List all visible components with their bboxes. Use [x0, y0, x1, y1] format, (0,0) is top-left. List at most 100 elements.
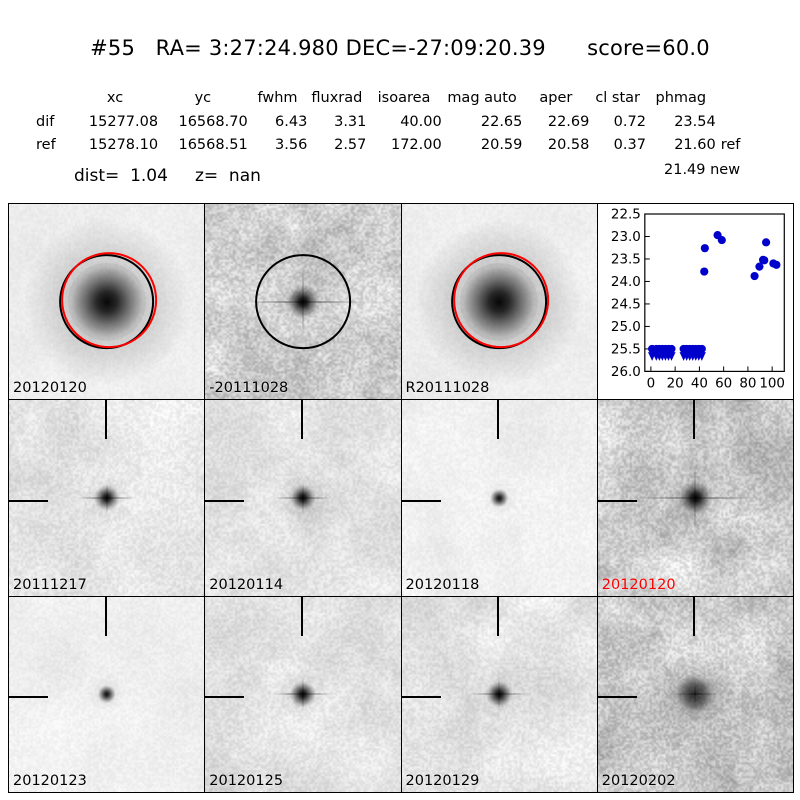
col-header-isoarea: isoarea: [377, 90, 431, 106]
image-stamp[interactable]: R20111028: [401, 204, 597, 400]
crosshair-tick-top: [693, 400, 696, 440]
y-axis-tick-label: 24.0: [611, 275, 641, 290]
y-axis-tick-label: 23.5: [611, 253, 641, 268]
stamp-date-label: 20120125: [209, 773, 284, 790]
detection-marker: [717, 235, 726, 245]
cell-dif-aper: 22.69: [547, 113, 590, 130]
cell-ref-yc: 16568.51: [178, 137, 248, 154]
upper-limit-arrow: [667, 352, 676, 361]
detection-marker: [772, 260, 781, 269]
image-stamp[interactable]: -20111028: [205, 204, 401, 400]
light-curve-container: 22.5 23.0 23.5 24.0 24.5 25.0 25.5 26.0 0 20 40 60 8…: [597, 204, 793, 400]
cutout-cell-20120129[interactable]: 20120129: [400, 595, 598, 793]
cutout-cell-20120118[interactable]: 20120118: [400, 399, 598, 597]
cutout-cell-20120120[interactable]: 20120120: [596, 399, 794, 597]
cell-ref-isoarea: 172.00: [390, 137, 442, 154]
detection-marker: [750, 271, 759, 281]
cutout-cell-20120123[interactable]: 20120123: [8, 595, 206, 793]
crosshair-tick-left: [205, 499, 245, 502]
cell-ref-fluxrad: 2.57: [334, 137, 367, 154]
y-axis-tick-label: 23.0: [611, 230, 641, 245]
crosshair-tick-top: [300, 596, 303, 636]
table-row-dif: dif 15277.08 16568.70 6.43 3.31 40.00 22…: [34, 112, 764, 136]
image-stamp[interactable]: 20120129: [401, 596, 597, 792]
image-stamp[interactable]: 20120120: [597, 400, 793, 596]
table-header-row: xc yc fwhm fluxrad isoarea mag auto aper…: [34, 88, 764, 112]
cell-ref-tag: ref: [720, 137, 741, 154]
cell-dif-yc: 16568.70: [178, 113, 248, 130]
light-curve-cell[interactable]: 22.5 23.0 23.5 24.0 24.5 25.0 25.5 26.0 0 20 40 60 8…: [596, 203, 794, 401]
crosshair-tick-left: [597, 499, 637, 502]
image-stamp[interactable]: 20120120: [9, 204, 205, 400]
col-header-phmag: phmag: [655, 90, 707, 106]
crosshair-tick-left: [597, 696, 637, 699]
crosshair-tick-top: [104, 596, 107, 636]
image-stamp[interactable]: 20120123: [9, 596, 205, 792]
x-axis-tick-label: 20: [666, 376, 683, 391]
crosshair-tick-top: [497, 596, 500, 636]
cell-ref-clstar: 0.37: [613, 137, 646, 154]
image-stamp[interactable]: 20111217: [9, 400, 205, 596]
upper-limit-marker: [697, 344, 706, 353]
stamp-date-label: 20120114: [209, 576, 284, 593]
cutout-cell-20111028[interactable]: -20111028: [204, 203, 402, 401]
row-label-ref: ref: [36, 137, 56, 154]
y-axis-tick-label: 22.5: [611, 208, 641, 223]
cutout-cell-R20111028[interactable]: R20111028: [400, 203, 598, 401]
detection-marker: [699, 267, 709, 276]
col-header-clstar: cl star: [595, 90, 641, 106]
cell-dif-xc: 15277.08: [88, 113, 159, 130]
crosshair-tick-left: [205, 696, 245, 699]
image-stamp[interactable]: 20120202: [597, 596, 793, 792]
col-header-fluxrad: fluxrad: [311, 90, 363, 106]
crosshair-tick-top: [300, 400, 303, 440]
page-title: #55 RA= 3:27:24.980 DEC=-27:09:20.39 sco…: [90, 36, 710, 60]
crosshair-tick-left: [401, 696, 441, 699]
y-axis-tick-label: 26.0: [611, 365, 641, 380]
detection-marker: [700, 244, 709, 253]
stamp-date-label: R20111028: [405, 380, 490, 397]
stamp-date-label: 20120202: [601, 773, 676, 790]
x-axis-tick-label: 0: [646, 376, 655, 391]
col-header-xc: xc: [106, 90, 124, 106]
col-header-aper: aper: [539, 90, 573, 106]
cutout-cell-20120114[interactable]: 20120114: [204, 399, 402, 597]
cutout-cell-20111217[interactable]: 20111217: [8, 399, 206, 597]
col-header-blank: [34, 88, 72, 112]
cutout-cell-20120120[interactable]: 20120120: [8, 203, 206, 401]
noise-background: [9, 204, 205, 400]
stamp-date-label: 20120120: [13, 380, 87, 397]
noise-background: [401, 204, 597, 400]
stamp-date-label: 20120129: [405, 773, 480, 790]
cutout-cell-20120125[interactable]: 20120125: [204, 595, 402, 793]
new-magnitude-value: 21.49 new: [664, 162, 741, 178]
stamp-date-label: 20120123: [13, 773, 87, 790]
cell-dif-fluxrad: 3.31: [334, 113, 367, 130]
cell-dif-fwhm: 6.43: [275, 113, 308, 130]
cutout-cell-20120202[interactable]: 20120202: [596, 595, 794, 793]
stamp-date-label: 20111217: [13, 576, 87, 593]
crosshair-tick-top: [497, 400, 500, 440]
row-label-dif: dif: [36, 113, 55, 130]
y-axis-tick-label: 25.0: [611, 320, 641, 335]
image-stamp[interactable]: 20120114: [205, 400, 401, 596]
x-axis-tick-label: 100: [759, 376, 785, 391]
cell-dif-clstar: 0.72: [613, 113, 646, 130]
image-stamp[interactable]: 20120125: [205, 596, 401, 792]
cell-ref-xc: 15278.10: [88, 137, 159, 154]
crosshair-tick-left: [401, 499, 441, 502]
col-header-magauto: mag auto: [447, 90, 517, 106]
x-axis-tick-label: 60: [715, 376, 732, 391]
photometry-table: xc yc fwhm fluxrad isoarea mag auto aper…: [0, 88, 800, 159]
image-stamp[interactable]: 20120118: [401, 400, 597, 596]
detection-marker: [759, 256, 769, 265]
stamp-date-label: 20120118: [405, 576, 480, 593]
cutout-grid: 20120120 -20111028 R20111028 22.5 23.0 23.5 24…: [8, 203, 794, 793]
crosshair-tick-top: [104, 400, 107, 440]
cell-ref-magauto: 20.59: [480, 137, 523, 154]
cell-dif-phmag: 23.54: [674, 113, 716, 130]
detection-marker: [761, 238, 770, 247]
table-row-ref: ref 15278.10 16568.51 3.56 2.57 172.00 2…: [34, 135, 764, 159]
cell-dif-tag: [716, 112, 764, 136]
cell-ref-fwhm: 3.56: [275, 137, 308, 154]
